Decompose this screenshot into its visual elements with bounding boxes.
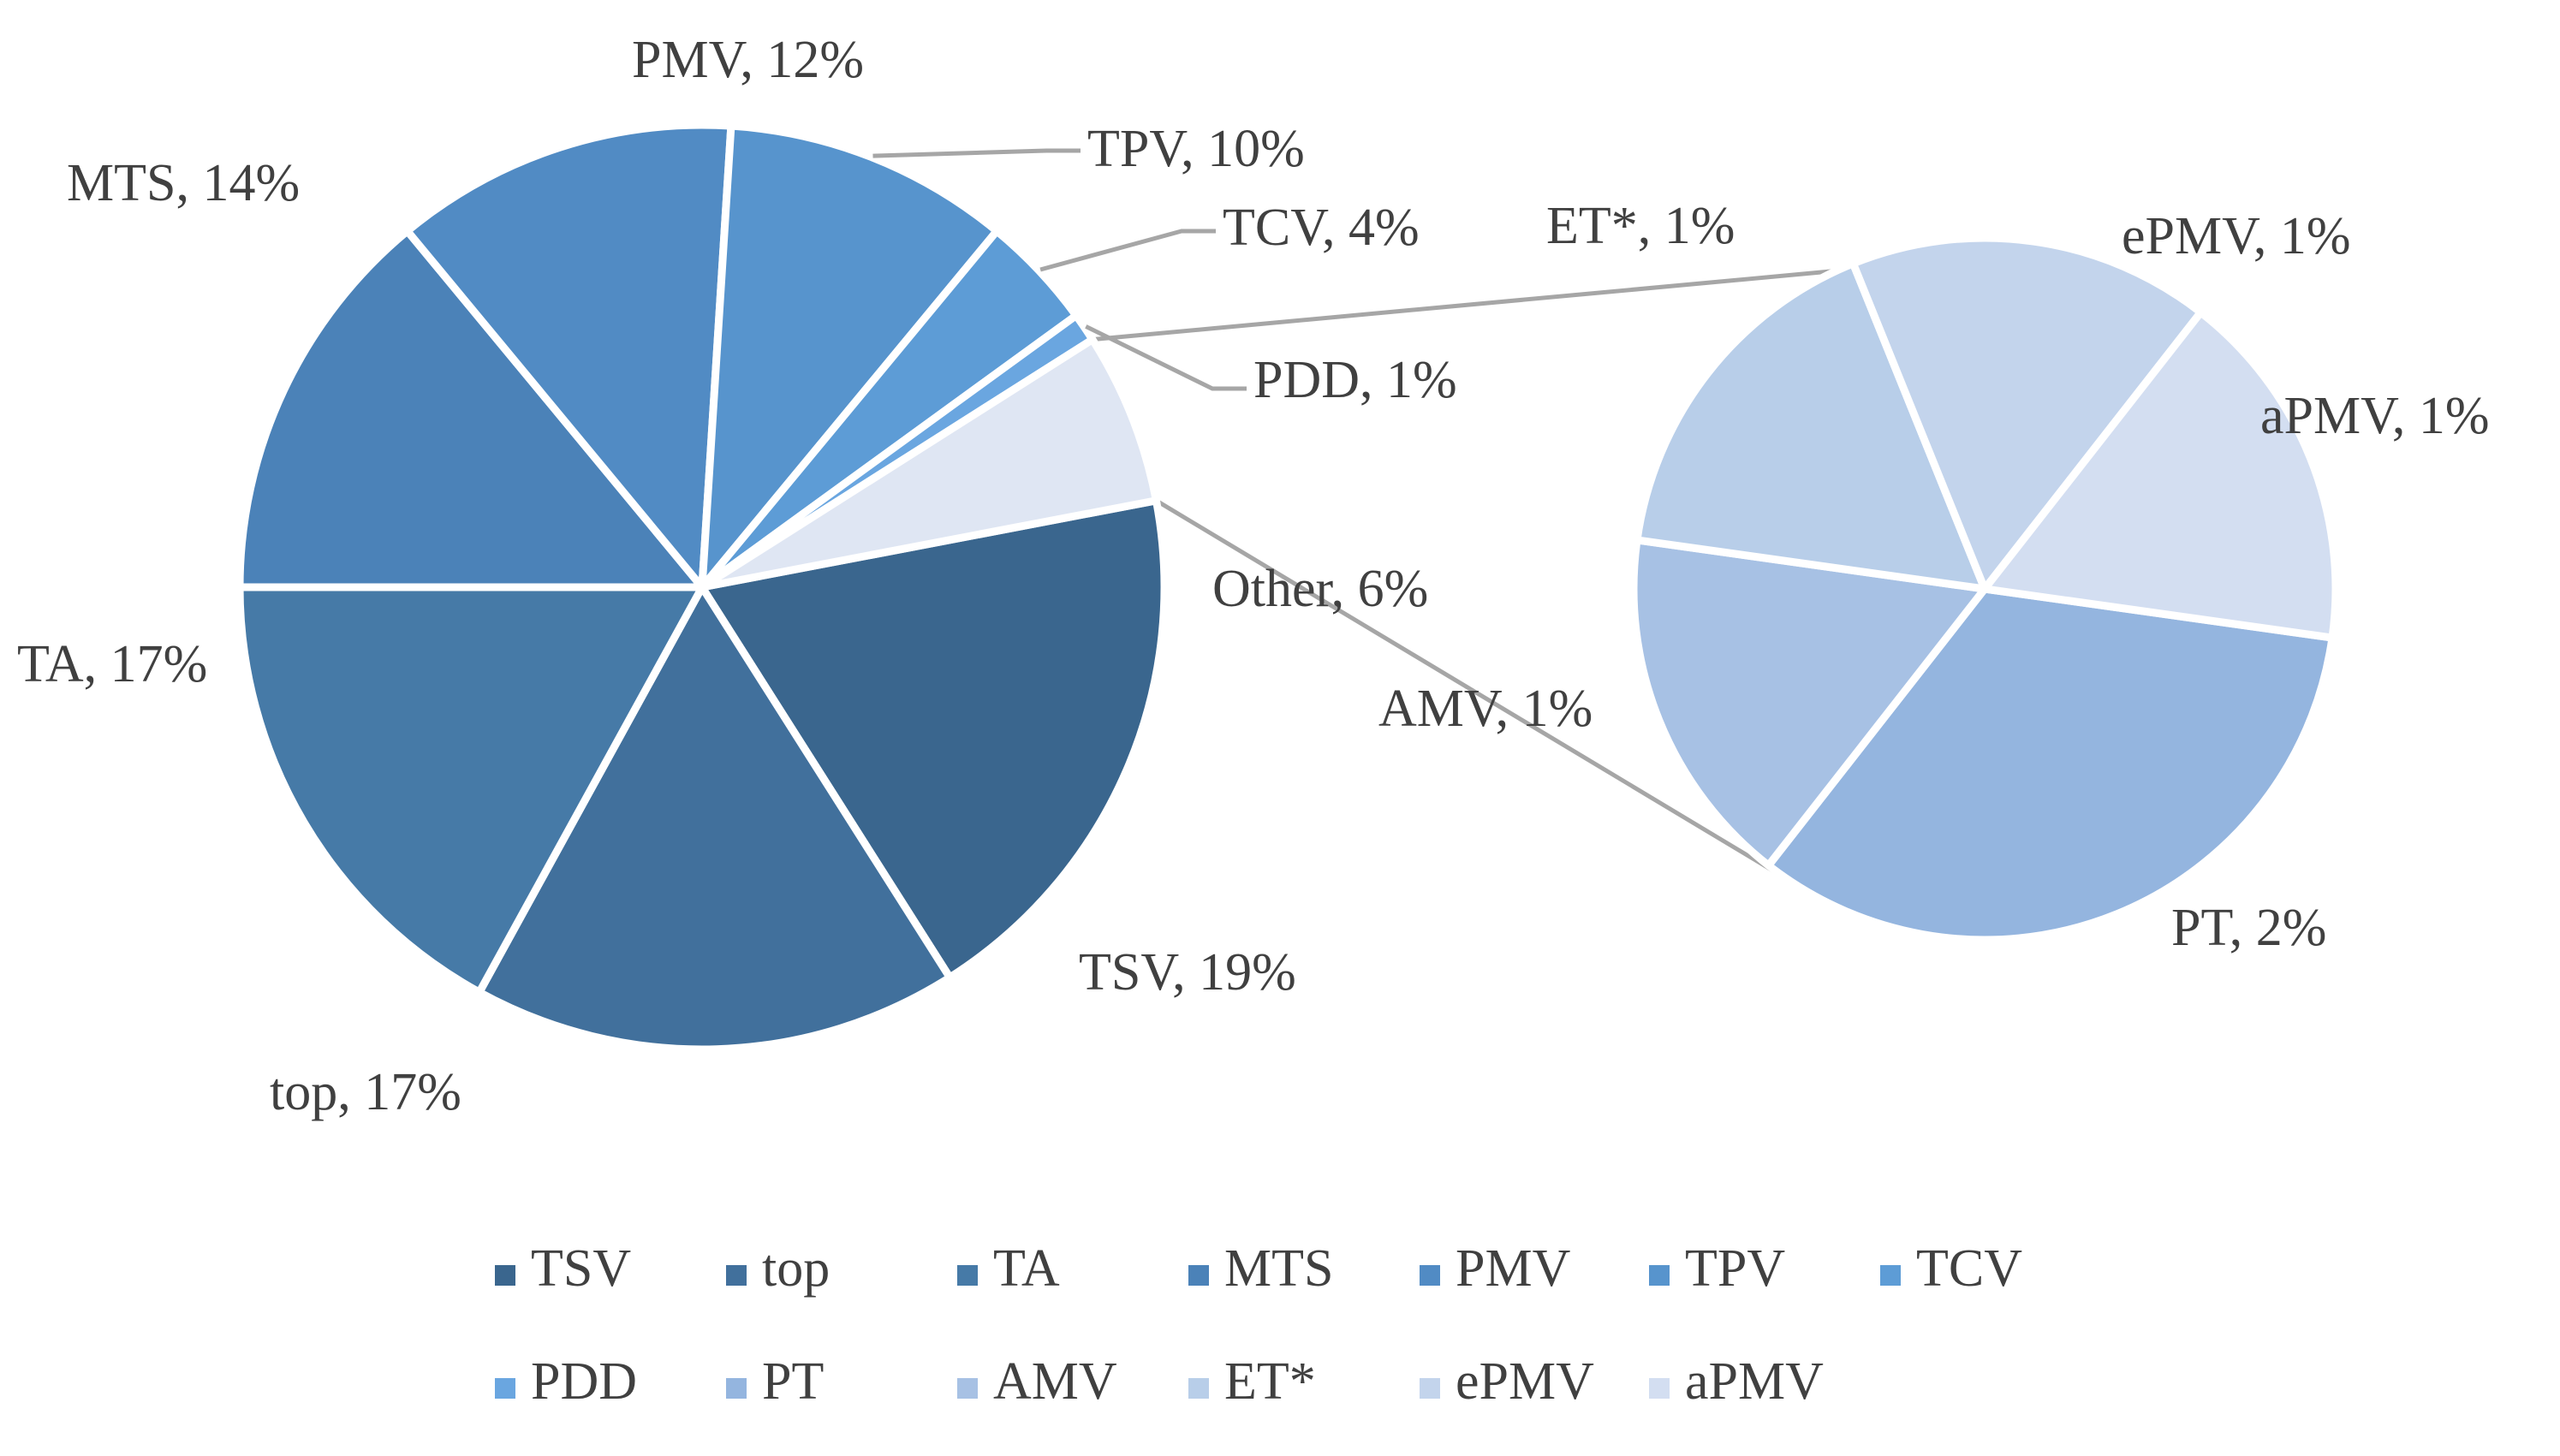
- legend-entry-mts: MTS: [1188, 1239, 1333, 1298]
- legend-entry-amv: AMV: [957, 1352, 1117, 1411]
- legend-entry-tpv: TPV: [1649, 1239, 1785, 1298]
- leader-line-tpv: [872, 148, 1081, 158]
- data-label-top: top, 17%: [270, 1063, 461, 1121]
- legend-label-amv: AMV: [993, 1352, 1117, 1411]
- main-slice-tpv: [698, 122, 1001, 591]
- legend-swatch-ta: [957, 1265, 978, 1286]
- legend-entry-pmv: PMV: [1420, 1239, 1571, 1298]
- connector-line-top: [1092, 268, 1837, 342]
- legend-entry-tcv: TCV: [1880, 1239, 2022, 1298]
- legend-label-top: top: [762, 1239, 830, 1298]
- data-label-pmv: PMV, 12%: [632, 31, 864, 89]
- legend-label-pmv: PMV: [1456, 1239, 1571, 1298]
- legend-label-apmv: aPMV: [1685, 1352, 1824, 1411]
- legend-label-mts: MTS: [1224, 1239, 1333, 1298]
- data-label-ta: TA, 17%: [17, 635, 207, 693]
- data-label-et: ET*, 1%: [1546, 197, 1735, 255]
- legend-swatch-top: [726, 1265, 747, 1286]
- legend-entry-tsv: TSV: [495, 1239, 631, 1298]
- legend-swatch-tcv: [1880, 1265, 1901, 1286]
- legend-swatch-amv: [957, 1378, 978, 1399]
- legend-entry-pt: PT: [726, 1352, 824, 1411]
- legend-swatch-epmv: [1420, 1378, 1440, 1399]
- data-label-other: Other, 6%: [1212, 560, 1428, 618]
- secondary-slice-apmv: [1980, 308, 2340, 642]
- main-slice-pmv: [403, 121, 735, 591]
- legend-swatch-pdd: [495, 1378, 515, 1399]
- legend-swatch-pt: [726, 1378, 747, 1399]
- data-label-amv: AMV, 1%: [1378, 680, 1593, 738]
- legend-swatch-mts: [1188, 1265, 1209, 1286]
- legend-entry-epmv: ePMV: [1420, 1352, 1594, 1411]
- connector-line-bottom: [1155, 498, 1821, 901]
- secondary-slice-pt: [1765, 585, 2337, 944]
- data-label-tpv: TPV, 10%: [1087, 120, 1305, 178]
- data-label-tcv: TCV, 4%: [1223, 199, 1420, 257]
- legend-swatch-tpv: [1649, 1265, 1670, 1286]
- data-label-mts: MTS, 14%: [67, 154, 300, 212]
- legend-swatch-et: [1188, 1378, 1209, 1399]
- legend-entry-ta: TA: [957, 1239, 1060, 1298]
- data-label-tsv: TSV, 19%: [1079, 943, 1296, 1001]
- main-slice-mts: [235, 227, 706, 591]
- legend-label-pt: PT: [762, 1352, 824, 1411]
- data-label-pt: PT, 2%: [2171, 899, 2326, 957]
- legend-swatch-tsv: [495, 1265, 515, 1286]
- main-slice-ta: [235, 583, 706, 996]
- legend-entry-pdd: PDD: [495, 1352, 637, 1411]
- legend-label-et: ET*: [1224, 1352, 1316, 1411]
- legend-label-tsv: TSV: [531, 1239, 631, 1298]
- secondary-slice-amv: [1629, 536, 1989, 870]
- secondary-slice-epmv: [1849, 234, 2205, 593]
- data-label-epmv: ePMV, 1%: [2122, 207, 2351, 265]
- legend-entry-et: ET*: [1188, 1352, 1316, 1411]
- legend-label-epmv: ePMV: [1456, 1352, 1594, 1411]
- legend-label-tcv: TCV: [1916, 1239, 2022, 1298]
- main-slice-top: [475, 583, 954, 1054]
- leader-line-pdd: [1085, 324, 1247, 391]
- legend-label-ta: TA: [993, 1239, 1060, 1298]
- data-label-apmv: aPMV, 1%: [2260, 387, 2490, 445]
- main-slice-other: [698, 336, 1160, 591]
- legend-label-pdd: PDD: [531, 1352, 637, 1411]
- legend-label-tpv: TPV: [1685, 1239, 1785, 1298]
- legend-swatch-apmv: [1649, 1378, 1670, 1399]
- legend-entry-apmv: aPMV: [1649, 1352, 1824, 1411]
- main-slice-tsv: [698, 496, 1169, 982]
- secondary-slice-et: [1633, 259, 1989, 593]
- legend-swatch-pmv: [1420, 1265, 1440, 1286]
- data-label-pdd: PDD, 1%: [1253, 351, 1457, 409]
- legend-entry-top: top: [726, 1239, 830, 1298]
- leader-line-tcv: [1039, 229, 1216, 272]
